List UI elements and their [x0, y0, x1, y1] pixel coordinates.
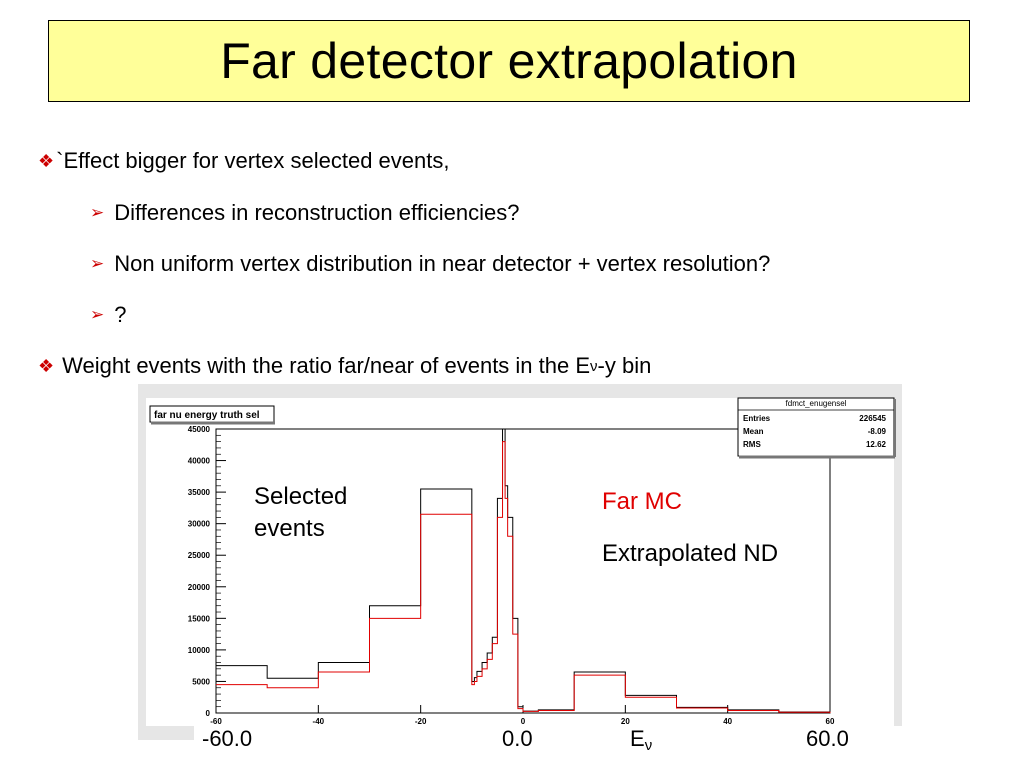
bullet-2-subscript: ν	[590, 357, 598, 375]
selected-events-line-2: events	[254, 515, 325, 542]
sub-bullet-1-text: Differences in reconstruction efficienci…	[114, 200, 520, 225]
axis-label-max: 60.0	[806, 726, 849, 756]
axis-label-zero: 0.0	[502, 726, 533, 756]
sub-bullet-3: ➢ ?	[90, 302, 127, 328]
x-tick-label: -20	[415, 717, 427, 726]
arrow-bullet-icon: ➢	[90, 305, 105, 324]
diamond-bullet-icon: ❖	[38, 355, 55, 376]
axis-label-energy: Eν	[630, 726, 653, 756]
y-tick-label: 45000	[188, 425, 211, 434]
stats-entries-label: Entries	[743, 414, 771, 423]
axis-overlay-band	[264, 726, 904, 756]
sub-bullet-1: ➢ Differences in reconstruction efficien…	[90, 200, 519, 226]
stats-rms-value: 12.62	[866, 440, 887, 449]
histogram-panel: far nu energy truth sel fdmct_enugensel …	[138, 384, 902, 740]
arrow-bullet-icon: ➢	[90, 203, 105, 222]
stats-rms-label: RMS	[743, 440, 761, 449]
x-tick-label: 60	[826, 717, 835, 726]
far-mc-label: Far MC	[602, 488, 682, 515]
bullet-2-text-before: Weight events with the ratio far/near of…	[62, 353, 591, 378]
slide-title: Far detector extrapolation	[220, 33, 798, 89]
sub-bullet-2: ➢ Non uniform vertex distribution in nea…	[90, 251, 770, 277]
y-tick-label: 40000	[188, 457, 211, 466]
arrow-bullet-icon: ➢	[90, 254, 105, 273]
x-tick-label: 20	[621, 717, 630, 726]
axis-label-energy-text: E	[630, 726, 645, 751]
histogram-svg: far nu energy truth sel fdmct_enugensel …	[146, 397, 896, 726]
y-tick-label: 0	[206, 709, 211, 718]
bullet-1-text: `Effect bigger for vertex selected event…	[56, 148, 450, 173]
stats-entries-value: 226545	[859, 414, 886, 423]
x-tick-label: -40	[313, 717, 325, 726]
stats-name: fdmct_enugensel	[786, 399, 847, 408]
histogram-title: far nu energy truth sel	[154, 410, 260, 421]
stats-mean-label: Mean	[743, 427, 764, 436]
bullet-2: ❖ Weight events with the ratio far/near …	[38, 353, 651, 379]
selected-events-line-1: Selected	[254, 483, 348, 510]
y-tick-label: 25000	[188, 551, 211, 560]
y-tick-label: 20000	[188, 583, 211, 592]
stats-mean-value: -8.09	[868, 427, 887, 436]
y-tick-label: 30000	[188, 520, 211, 529]
bullet-1: ❖ `Effect bigger for vertex selected eve…	[38, 148, 450, 174]
y-tick-label: 35000	[188, 488, 211, 497]
x-tick-label: -60	[210, 717, 222, 726]
axis-label-min: -60.0	[194, 726, 272, 756]
diamond-bullet-icon: ❖	[38, 150, 55, 171]
x-tick-label: 40	[723, 717, 732, 726]
axis-label-energy-sub: ν	[644, 737, 653, 754]
bullet-2-text-after: -y bin	[597, 353, 652, 378]
sub-bullet-3-text: ?	[114, 302, 127, 327]
sub-bullet-2-text: Non uniform vertex distribution in near …	[114, 251, 771, 276]
y-tick-label: 10000	[188, 646, 211, 655]
y-tick-label: 15000	[188, 614, 211, 623]
series-far-mc-line	[216, 441, 831, 713]
y-tick-label: 5000	[192, 677, 210, 686]
extrapolated-nd-label: Extrapolated ND	[602, 540, 779, 567]
title-box: Far detector extrapolation	[48, 20, 970, 102]
x-tick-label: 0	[521, 717, 526, 726]
selected-events-annotation: Selected events	[254, 481, 347, 545]
